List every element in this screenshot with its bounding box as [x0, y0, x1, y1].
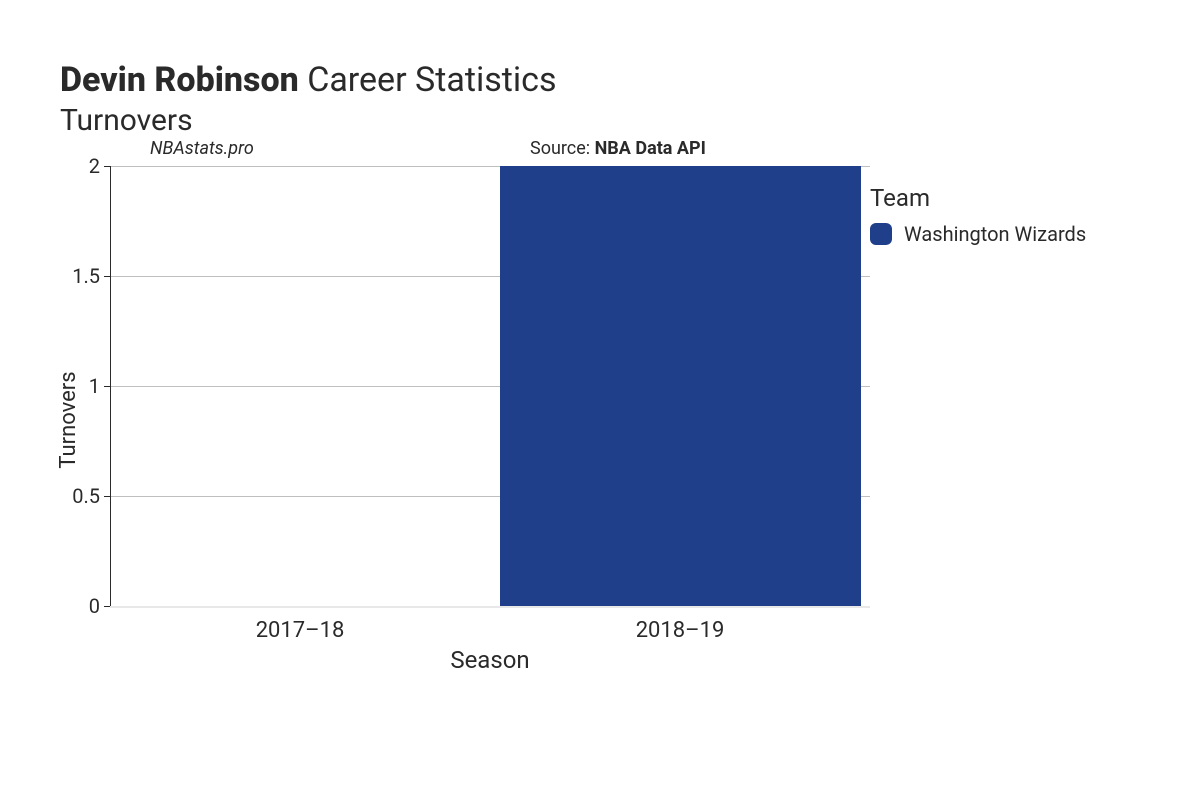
legend-title: Team	[870, 184, 1086, 212]
source-text: Source: NBA Data API	[530, 138, 706, 159]
title-player: Devin Robinson	[60, 60, 299, 100]
y-tick-mark	[104, 606, 110, 607]
source-prefix: Source:	[530, 138, 595, 159]
legend-item: Washington Wizards	[870, 222, 1086, 246]
watermark-text: NBAstats.pro	[150, 138, 254, 159]
y-axis-label: Turnovers	[56, 371, 81, 468]
x-tick-label: 2018–19	[636, 606, 725, 643]
x-tick-label: 2017–18	[256, 606, 345, 643]
y-tick-mark	[104, 276, 110, 277]
x-axis-label: Season	[110, 646, 870, 674]
chart-container: Devin Robinson Career Statistics Turnove…	[0, 0, 1200, 800]
source-name: NBA Data API	[595, 138, 706, 159]
legend-items: Washington Wizards	[870, 222, 1086, 246]
y-tick-mark	[104, 386, 110, 387]
title-line-1: Devin Robinson Career Statistics	[60, 60, 1160, 101]
grid-line	[110, 606, 870, 608]
y-axis-spine	[110, 166, 111, 606]
legend-label: Washington Wizards	[904, 222, 1086, 246]
plot-area: NBAstats.pro Source: NBA Data API 00.511…	[110, 166, 870, 606]
y-tick-mark	[104, 166, 110, 167]
title-rest: Career Statistics	[307, 60, 556, 100]
bar	[500, 166, 861, 606]
y-tick-mark	[104, 496, 110, 497]
plot-inner	[110, 166, 870, 606]
title-subtitle: Turnovers	[60, 103, 1160, 138]
title-block: Devin Robinson Career Statistics Turnove…	[60, 60, 1160, 138]
legend-swatch	[870, 223, 892, 245]
legend: Team Washington Wizards	[870, 184, 1086, 246]
